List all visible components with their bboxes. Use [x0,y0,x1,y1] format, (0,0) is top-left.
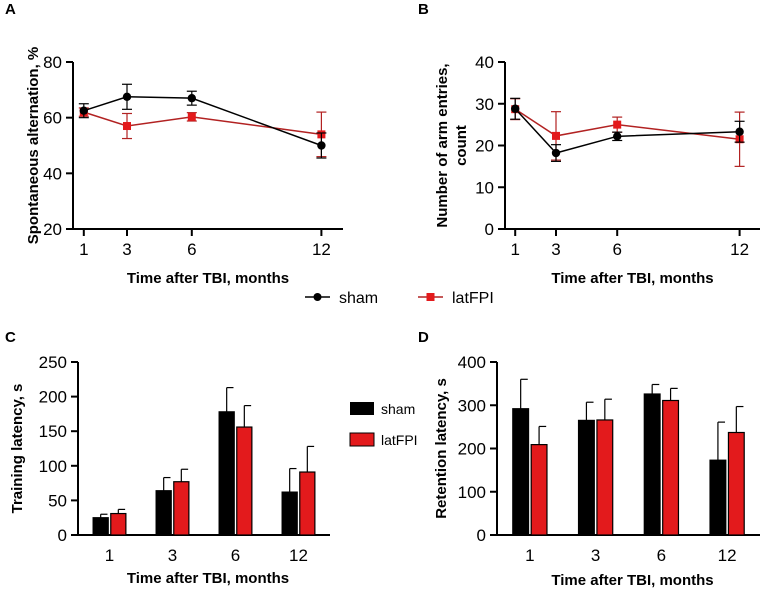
x-tick-label: 6 [657,546,666,565]
x-axis-label: Time after TBI, months [551,270,713,287]
y-tick-label: 300 [458,396,486,415]
y-tick-label: 200 [39,388,67,407]
panel-label: A [5,1,16,18]
y-tick-label: 20 [43,220,62,239]
legend-bar-latfpi-label: latFPI [381,432,418,448]
panel-label: B [418,1,429,18]
latfpi-series-line [514,108,740,140]
sham-bar [512,408,530,536]
panel-b: B 0 10 20 30 40 Number of arm entries, count Tim… [418,1,760,287]
legend-bar-sham-swatch [350,402,374,415]
x-tick-label: 12 [718,546,737,565]
panel-label: C [5,329,16,346]
y-tick-label: 80 [43,53,62,72]
legend-latfpi-label: latFPI [452,290,494,307]
y-tick-label: 50 [48,491,67,510]
x-tick-label: 6 [612,240,621,259]
x-axis-label: Time after TBI, months [127,270,289,287]
sham-point [613,132,622,141]
panel-label: D [418,329,429,346]
latfpi-point [613,120,622,129]
sham-bar [218,411,235,536]
legend-bar-latfpi-swatch [349,432,375,447]
sham-point [511,104,520,113]
y-tick-label: 200 [458,440,486,459]
sham-point [551,148,561,158]
y-axis-label: Spontaneous alternation, % [25,47,42,245]
y-tick-label: 10 [475,178,494,197]
latfpi-bar [299,471,316,536]
sham-point [187,93,196,103]
sham-series-line [83,96,322,147]
y-axis-label: count [453,125,470,166]
latfpi-bar [662,399,680,536]
x-tick-label: 1 [510,240,519,259]
latfpi-bar [110,512,127,536]
x-tick-label: 12 [730,240,749,259]
x-tick-label: 6 [231,546,240,565]
x-tick-label: 3 [591,546,600,565]
legend-sham-label: sham [339,290,378,307]
y-axis-label: Retention latency, s [433,378,450,519]
sham-bar [155,490,172,536]
sham-bar [643,393,661,536]
x-tick-label: 3 [168,546,177,565]
y-tick-label: 0 [485,220,494,239]
sham-point [317,141,326,150]
x-tick-label: 1 [79,240,88,259]
sham-bar [281,491,298,536]
x-tick-label: 1 [525,546,534,565]
legend-latfpi-marker [426,293,435,301]
latfpi-bar [236,426,253,536]
x-axis-label: Time after TBI, months [127,570,289,587]
x-tick-label: 12 [312,240,331,259]
x-tick-label: 12 [289,546,308,565]
y-tick-label: 100 [458,483,486,502]
y-tick-label: 30 [475,95,494,114]
sham-point [735,127,744,136]
latfpi-bar [596,419,614,536]
y-tick-label: 60 [43,109,62,128]
y-tick-label: 0 [477,526,486,545]
y-tick-label: 400 [458,353,486,372]
sham-point [122,92,132,101]
y-tick-label: 150 [39,422,67,441]
latfpi-series-line [83,111,322,136]
latfpi-point [123,122,131,131]
latfpi-bar [727,431,745,536]
sham-bar [577,419,595,536]
y-tick-label: 0 [58,526,67,545]
y-tick-label: 100 [39,457,67,476]
sham-point [79,106,89,115]
latfpi-bar [530,444,548,536]
sham-bar [709,459,727,536]
panel-d: D 0 100 200 300 400 Retention latency, s Time a… [418,329,760,589]
x-axis-label: Time after TBI, months [551,572,713,589]
x-tick-label: 1 [105,546,114,565]
y-tick-label: 40 [43,164,62,183]
y-axis-label: Number of arm entries, [434,63,451,227]
sham-bar [92,517,109,536]
x-tick-label: 6 [187,240,196,259]
y-tick-label: 250 [39,353,67,372]
latfpi-bar [173,481,190,536]
sham-series-line [514,108,740,154]
legend-sham-marker [313,293,322,301]
y-axis-label: Training latency, s [9,384,26,514]
y-tick-label: 40 [475,53,494,72]
latfpi-point [552,131,560,140]
x-tick-label: 3 [122,240,131,259]
bar-legend: sham latFPI [349,401,418,448]
panel-c: C 0 50 100 150 200 250 Training latency, s Time … [5,329,330,587]
legend-bar-sham-label: sham [381,401,415,417]
x-tick-label: 3 [551,240,560,259]
line-legend: sham latFPI [305,290,494,307]
y-tick-label: 20 [475,137,494,156]
latfpi-point [187,112,196,121]
